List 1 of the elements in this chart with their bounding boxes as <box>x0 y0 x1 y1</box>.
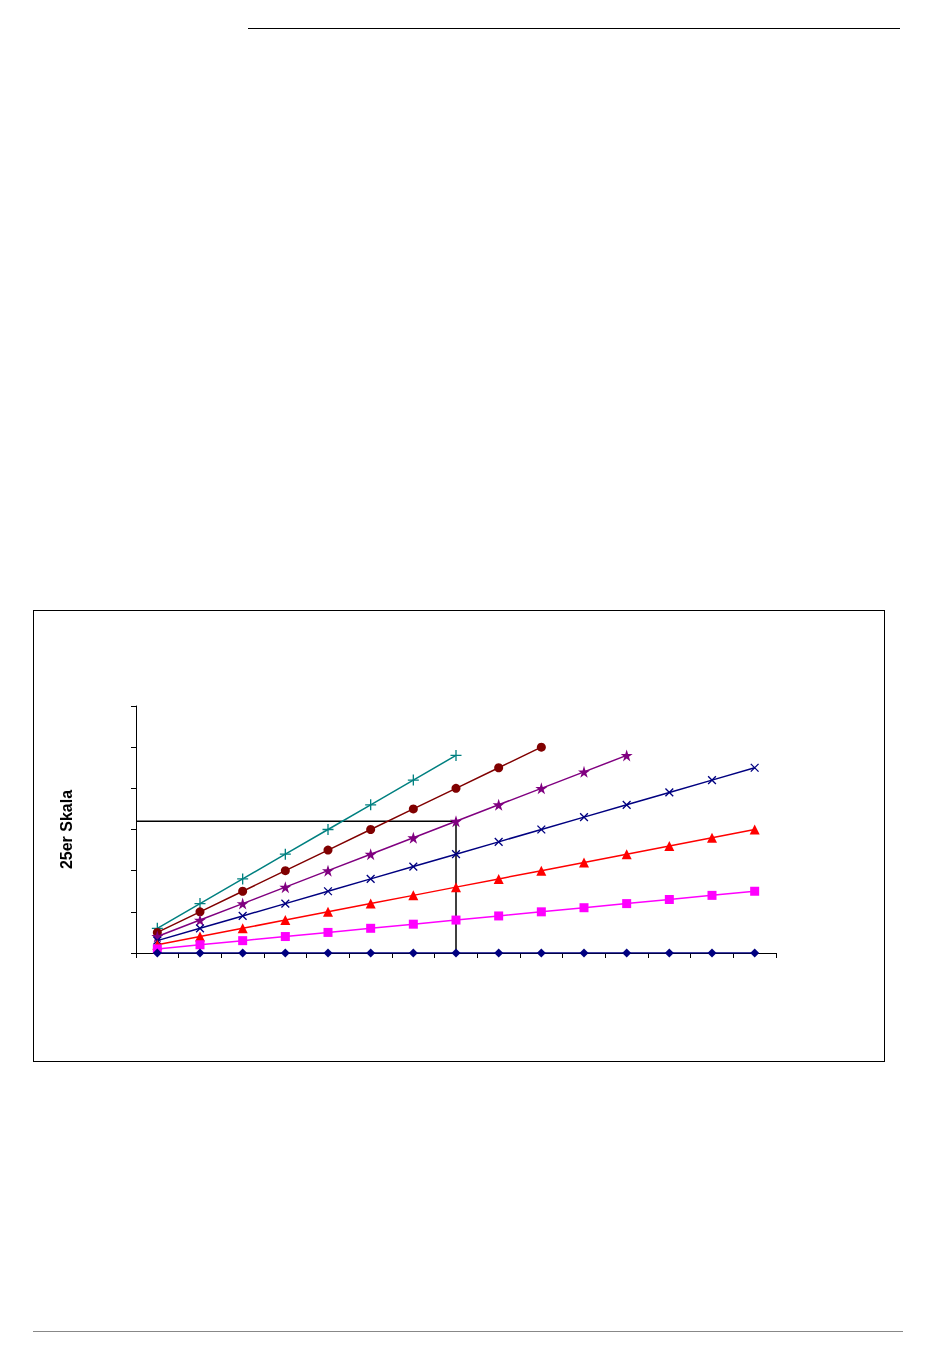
y-axis-title: 25er Skala <box>57 789 75 870</box>
